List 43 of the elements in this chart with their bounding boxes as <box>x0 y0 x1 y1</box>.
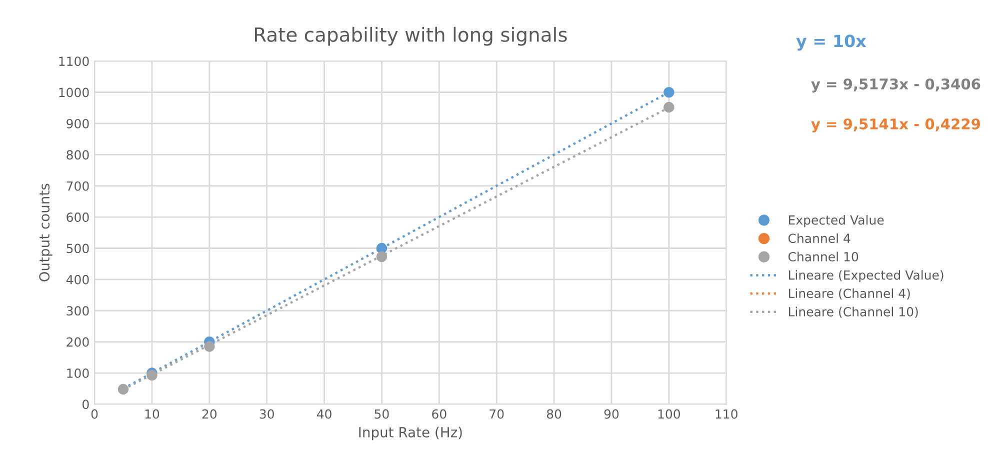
y-tick-label: 900 <box>66 118 89 128</box>
y-tick-label: 0 <box>82 400 89 410</box>
x-axis-title: Input Rate (Hz) <box>359 426 462 440</box>
x-tick-label: 90 <box>604 409 619 419</box>
x-tick-label: 30 <box>260 409 274 419</box>
x-tick-label: 0 <box>91 409 98 419</box>
legend-label: Lineare (Channel 4) <box>788 288 910 300</box>
legend-label: Channel 4 <box>788 233 850 244</box>
x-tick-label: 100 <box>658 409 680 419</box>
x-tick-label: 50 <box>374 409 389 419</box>
point <box>204 341 215 352</box>
point <box>664 102 674 113</box>
x-tick-label: 60 <box>432 409 446 419</box>
y-tick-label: 1100 <box>59 56 89 66</box>
text: y = 9,5173x - 0,3406 <box>811 78 980 92</box>
legend-label: Lineare (Channel 10) <box>788 306 918 318</box>
y-tick-label: 100 <box>67 368 89 378</box>
point <box>664 86 674 98</box>
y-tick-label: 500 <box>66 244 89 254</box>
text: y = 9,5141x - 0,4229 <box>811 118 980 132</box>
point <box>118 384 129 395</box>
legend-label: Expected Value <box>788 215 884 228</box>
x-tick-label: 80 <box>546 409 562 419</box>
point <box>376 242 388 254</box>
x-tick-label: 20 <box>202 409 217 419</box>
x-tick-label: 110 <box>716 409 738 419</box>
x-tick-label: 10 <box>145 409 160 419</box>
x-tick-label: 70 <box>490 409 504 419</box>
y-axis-title: Output counts <box>39 184 52 282</box>
y-tick-label: 800 <box>66 150 89 160</box>
y-tick-label: 700 <box>66 181 89 191</box>
legend-label: Lineare (Expected Value) <box>788 270 944 282</box>
point <box>376 251 388 262</box>
y-tick-label: 600 <box>66 212 89 222</box>
y-tick-label: 400 <box>66 274 89 284</box>
y-tick-label: 300 <box>66 306 89 316</box>
y-tick-label: 200 <box>66 337 89 347</box>
text: y = 10x <box>796 34 866 51</box>
legend-label: Channel 10 <box>788 252 858 262</box>
x-tick-label: 40 <box>316 409 332 419</box>
y-tick-label: 1000 <box>59 88 89 98</box>
point <box>146 370 158 381</box>
chart-title: Rate capability with long signals <box>254 26 567 46</box>
